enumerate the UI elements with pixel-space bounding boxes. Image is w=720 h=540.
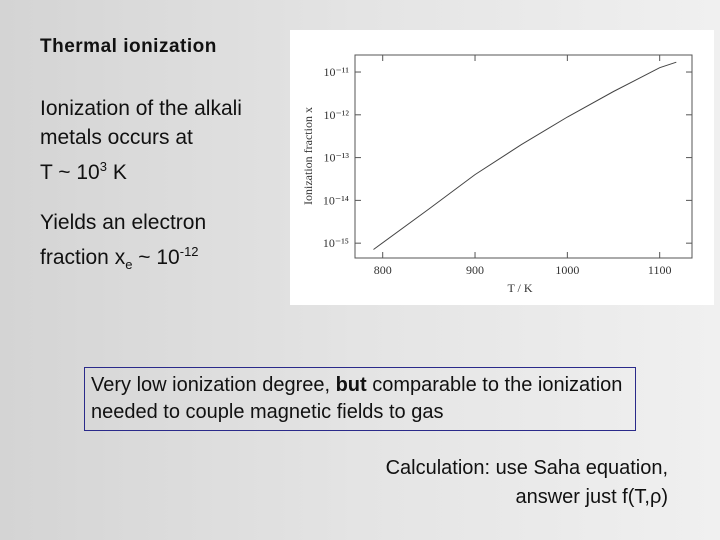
line: T ~ 103 K bbox=[40, 152, 242, 187]
line: Ionization of the alkali bbox=[40, 97, 242, 120]
y-tick-label: 10⁻¹² bbox=[323, 108, 349, 122]
x-tick-label: 800 bbox=[374, 263, 392, 277]
text: fraction x bbox=[40, 246, 126, 269]
x-tick-label: 1100 bbox=[648, 263, 672, 277]
line: Yields an electron bbox=[40, 211, 207, 234]
bold-text: but bbox=[335, 374, 367, 396]
text: Very low ionization degree, bbox=[91, 374, 336, 396]
line: Calculation: use Saha equation, bbox=[385, 457, 668, 479]
text: T ~ 10 bbox=[40, 161, 100, 184]
x-axis-label: T / K bbox=[507, 281, 532, 295]
paragraph: Ionization of the alkali metals occurs a… bbox=[40, 94, 242, 187]
y-tick-label: 10⁻¹¹ bbox=[323, 65, 349, 79]
chart: T / K Ionization fraction x 800 900 1000 11… bbox=[290, 30, 714, 305]
y-tick-label: 10⁻¹³ bbox=[323, 151, 349, 165]
y-tick-label: 10⁻¹⁵ bbox=[323, 236, 349, 250]
x-tick-label: 900 bbox=[466, 263, 484, 277]
x-tick-label: 1000 bbox=[555, 263, 579, 277]
line bbox=[373, 61, 677, 250]
note: Calculation: use Saha equation, answer j… bbox=[386, 454, 668, 512]
slide-title: Thermal ionization bbox=[40, 36, 217, 57]
y-tick-label: 10⁻¹⁴ bbox=[323, 193, 349, 207]
line: fraction xe ~ 10-12 bbox=[40, 237, 206, 279]
superscript: -12 bbox=[179, 244, 199, 259]
text: ~ 10 bbox=[132, 246, 180, 269]
plot-frame bbox=[354, 54, 693, 259]
line: answer just f(T,ρ) bbox=[515, 486, 668, 508]
text: K bbox=[106, 161, 127, 184]
subscript: e bbox=[125, 257, 133, 273]
superscript: 3 bbox=[99, 159, 107, 174]
line: metals occurs at bbox=[40, 126, 193, 149]
y-axis-label: Ionization fraction x bbox=[301, 107, 315, 205]
callout-box: Very low ionization degree, but comparab… bbox=[84, 367, 636, 431]
text: comparable to the ionization needed to c… bbox=[91, 374, 623, 423]
paragraph: Yields an electron fraction xe ~ 10-12 bbox=[40, 208, 206, 279]
